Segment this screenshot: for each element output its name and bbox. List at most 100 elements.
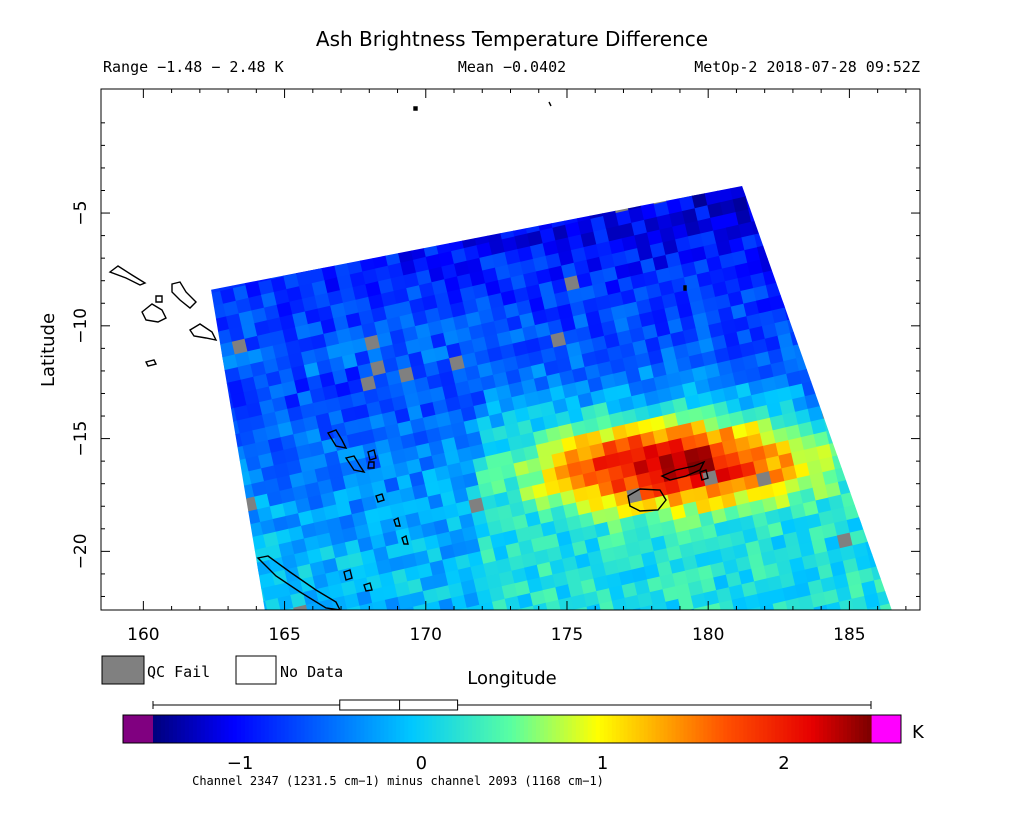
swath-cell: [508, 554, 525, 572]
swath-cell: [592, 455, 609, 472]
swath-cell: [280, 141, 296, 157]
swath-cell: [544, 306, 561, 323]
colorbar-segment: [352, 715, 358, 743]
swath-cell: [612, 370, 630, 388]
swath-cell: [871, 217, 888, 235]
swath-cell: [792, 569, 809, 586]
swath-cell: [924, 99, 940, 115]
swath-cell: [895, 439, 911, 455]
swath-cell: [115, 179, 131, 195]
swath-cell: [620, 462, 637, 479]
coastline-solomon-c: [171, 281, 197, 309]
swath-cell: [887, 520, 892, 538]
swath-cell: [658, 453, 675, 470]
swath-cell: [343, 592, 361, 610]
swath-cell: [487, 519, 504, 537]
colorbar-segment: [747, 715, 752, 743]
swath-cell: [295, 324, 312, 341]
swath-cell: [309, 94, 325, 110]
swath-cell: [131, 362, 147, 378]
swath-cell: [591, 162, 607, 178]
swath-cell: [630, 273, 647, 290]
swath-cell: [313, 519, 331, 537]
swath-cell: [721, 146, 737, 162]
swath-cell: [660, 346, 677, 363]
swath-cell: [645, 456, 663, 473]
swath-cell: [79, 254, 95, 270]
swath-cell: [395, 527, 412, 544]
colorbar-segment: [611, 715, 617, 743]
swath-cell: [721, 265, 739, 282]
swath-cell: [652, 428, 670, 445]
swath-cell: [869, 324, 886, 342]
swath-cell: [747, 433, 764, 450]
swath-cell: [114, 406, 130, 422]
swath-cell: [487, 346, 504, 363]
swath-cell: [811, 191, 828, 208]
swath-cell: [707, 375, 724, 392]
swath-cell: [142, 586, 158, 602]
swath-cell: [839, 371, 857, 389]
swath-cell: [436, 358, 453, 375]
colorbar-segment: [372, 715, 377, 743]
swath-cell: [680, 142, 696, 158]
swath-cell: [622, 528, 639, 545]
swath-cell: [390, 448, 407, 466]
swath-cell: [356, 590, 373, 607]
swath-cell: [333, 488, 350, 505]
swath-cell: [801, 87, 817, 103]
swath-cell: [810, 418, 827, 435]
swath-cell: [689, 473, 707, 490]
swath-cell: [179, 111, 195, 127]
colorbar-unit: K: [912, 722, 925, 743]
swath-cell: [510, 154, 526, 170]
colorbar-segment: [472, 715, 477, 743]
swath-cell: [167, 460, 183, 476]
swath-cell: [155, 410, 171, 426]
colorbar-segment: [815, 715, 820, 743]
swath-cell: [520, 258, 537, 276]
swath-cell: [585, 310, 602, 327]
colorbar-segment: [639, 715, 645, 743]
swath-cell: [340, 286, 357, 304]
swath-cell: [526, 457, 543, 474]
swath-cell: [444, 276, 461, 293]
swath-cell: [493, 491, 511, 508]
no-data-swatch: [235, 655, 277, 685]
swath-cell: [336, 327, 353, 345]
swath-cell: [397, 127, 413, 143]
swath-cell: [618, 396, 635, 413]
swath-cell: [716, 240, 733, 257]
swath-cell: [640, 604, 657, 610]
x-axis-label: Longitude: [467, 668, 557, 689]
swath-cell: [281, 380, 298, 397]
swath-cell: [414, 203, 431, 220]
swath-cell: [277, 594, 294, 610]
swath-cell: [233, 404, 251, 422]
swath-cell: [248, 121, 264, 137]
swath-cell: [330, 302, 347, 319]
swath-cell: [211, 211, 219, 229]
swath-cell: [454, 260, 471, 277]
swath-cell: [776, 386, 793, 403]
swath-cell: [836, 359, 854, 376]
swath-cell: [892, 253, 908, 269]
swath-cell: [590, 215, 607, 233]
swath-cell: [763, 562, 781, 580]
swath-cell: [766, 228, 784, 245]
swath-cell: [211, 293, 212, 311]
swath-cell: [225, 540, 242, 557]
swath-cell: [479, 428, 496, 445]
swath-cell: [432, 399, 449, 416]
swath-cell: [463, 591, 481, 609]
swath-cell: [291, 538, 308, 555]
swath-cell: [567, 287, 584, 305]
swath-cell: [873, 111, 889, 127]
swath-cell: [443, 329, 460, 347]
swath-cell: [378, 278, 395, 295]
swath-cell: [119, 485, 135, 501]
swath-cell: [441, 610, 457, 626]
swath-cell: [465, 311, 483, 328]
swath-cell: [442, 210, 459, 227]
swath-cell: [558, 249, 575, 267]
